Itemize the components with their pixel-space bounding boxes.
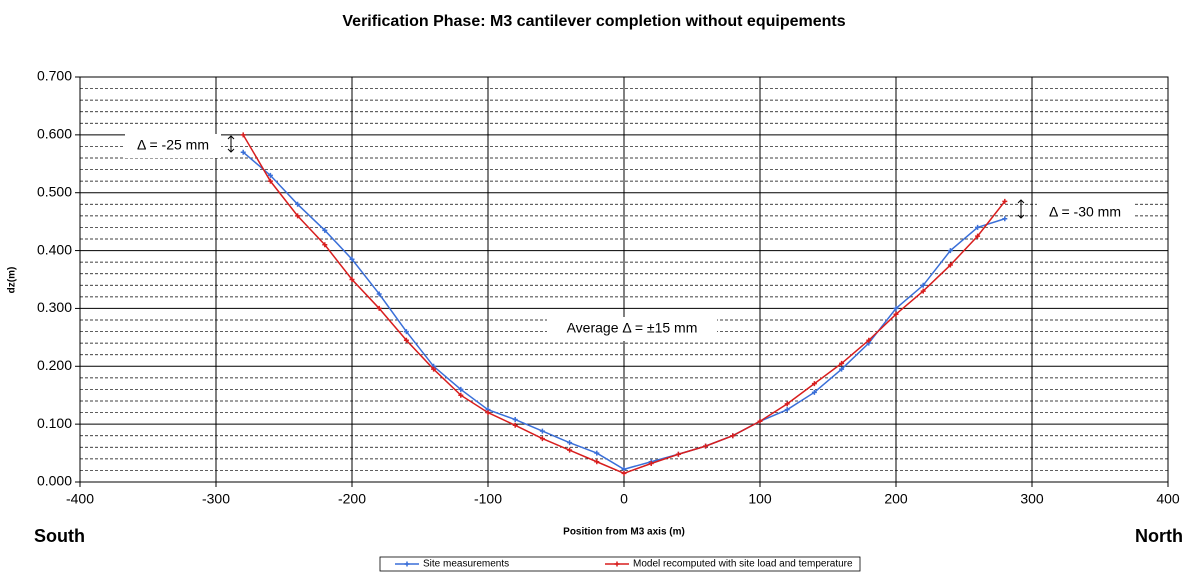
x-tick-label: 200: [884, 491, 908, 507]
data-point: [376, 291, 382, 297]
data-point: [349, 256, 355, 262]
annotation: Δ = -25 mm: [137, 137, 209, 153]
y-tick-label: 0.100: [37, 415, 72, 431]
data-point: [839, 366, 845, 372]
data-point: [403, 337, 409, 343]
x-tick-label: -400: [66, 491, 94, 507]
data-point: [784, 401, 790, 407]
data-point: [730, 433, 736, 439]
data-point: [295, 213, 301, 219]
x-tick-label: 100: [748, 491, 772, 507]
data-point: [839, 360, 845, 366]
chart-title: Verification Phase: M3 cantilever comple…: [342, 13, 845, 30]
x-tick-label: -300: [202, 491, 230, 507]
data-point: [1002, 198, 1008, 204]
y-tick-label: 0.300: [37, 299, 72, 315]
data-point: [539, 436, 545, 442]
data-point: [811, 389, 817, 395]
legend-label: Model recomputed with site load and temp…: [633, 559, 853, 570]
north-label: North: [1135, 526, 1183, 546]
data-point: [431, 366, 437, 372]
data-point: [1002, 216, 1008, 222]
data-point: [594, 459, 600, 465]
arrow: [227, 135, 235, 153]
data-point: [322, 227, 328, 233]
legend-marker: [614, 561, 620, 567]
data-point: [675, 451, 681, 457]
data-point: [240, 149, 246, 155]
y-tick-label: 0.200: [37, 357, 72, 373]
data-point: [594, 450, 600, 456]
data-point: [295, 201, 301, 207]
data-point: [893, 305, 899, 311]
data-point: [567, 440, 573, 446]
x-tick-label: -100: [474, 491, 502, 507]
x-tick-label: -200: [338, 491, 366, 507]
x-tick-label: 0: [620, 491, 628, 507]
data-point: [403, 329, 409, 335]
legend-label: Site measurements: [423, 559, 509, 570]
y-tick-label: 0.400: [37, 241, 72, 257]
data-point: [784, 407, 790, 413]
x-tick-label: 300: [1020, 491, 1044, 507]
data-point: [349, 277, 355, 282]
data-point: [267, 172, 273, 178]
data-point: [621, 470, 627, 476]
data-point: [648, 460, 654, 466]
data-point: [240, 132, 246, 138]
data-point: [811, 381, 817, 387]
data-point: [376, 305, 382, 311]
data-point: [920, 282, 926, 288]
data-point: [458, 386, 464, 392]
data-point: [920, 288, 926, 294]
arrow: [1017, 199, 1025, 219]
data-point: [757, 418, 763, 424]
data-point: [975, 233, 981, 239]
data-point: [567, 447, 573, 453]
y-axis-label: dz(m): [7, 267, 18, 294]
y-tick-label: 0.700: [37, 68, 72, 84]
annotation-box: [547, 317, 717, 341]
data-point: [539, 428, 545, 434]
y-tick-label: 0.500: [37, 183, 72, 199]
data-point: [947, 248, 953, 254]
data-point: [458, 392, 464, 398]
data-point: [703, 443, 709, 449]
legend-marker: [404, 561, 410, 567]
annotation: Average Δ = ±15 mm: [567, 320, 698, 336]
y-tick-label: 0.600: [37, 126, 72, 142]
data-point: [512, 417, 518, 423]
data-point: [322, 242, 328, 248]
data-point: [975, 224, 981, 230]
south-label: South: [34, 526, 85, 546]
annotation: Δ = -30 mm: [1049, 204, 1121, 220]
y-tick-label: 0.000: [37, 473, 72, 489]
data-point: [512, 422, 518, 428]
data-point: [866, 337, 872, 343]
data-point: [893, 311, 899, 317]
legend: Site measurements Model recomputed with s…: [379, 556, 861, 572]
x-axis-label: Position from M3 axis (m): [563, 527, 685, 538]
data-point: [947, 262, 953, 268]
x-tick-label: 400: [1156, 491, 1180, 507]
annotation-box: [125, 134, 221, 158]
data-point: [267, 178, 273, 184]
data-point: [485, 410, 491, 416]
annotation-box: [1037, 201, 1133, 225]
